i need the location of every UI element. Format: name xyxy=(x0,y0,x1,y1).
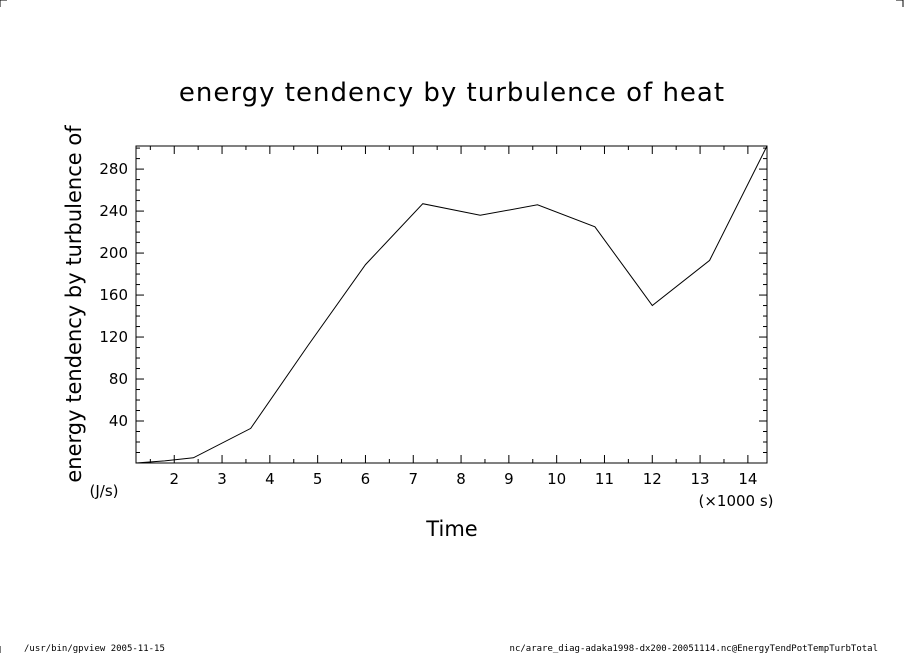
x-tick-label: 2 xyxy=(169,470,179,488)
y-tick-label: 160 xyxy=(99,286,128,304)
y-tick-label: 280 xyxy=(99,160,128,178)
y-tick-label: 40 xyxy=(109,412,128,430)
y-tick-label: 240 xyxy=(99,202,128,220)
y-axis-label: energy tendency by turbulence of xyxy=(62,125,86,483)
y-tick-labels: 40 80 120 160 200 240 280 xyxy=(99,160,128,430)
x-tick-label: 13 xyxy=(691,470,710,488)
x-tick-label: 12 xyxy=(643,470,662,488)
x-tick-label: 5 xyxy=(313,470,323,488)
x-tick-label: 4 xyxy=(265,470,275,488)
chart-title: energy tendency by turbulence of heat xyxy=(179,78,725,108)
x-tick-label: 14 xyxy=(738,470,757,488)
footer-right: nc/arare_diag-adaka1998-dx200-20051114.n… xyxy=(510,644,878,654)
x-tick-label: 6 xyxy=(361,470,371,488)
plot-frame xyxy=(135,145,768,464)
corner-mark-top-left xyxy=(0,0,7,7)
y-tick-label: 200 xyxy=(99,244,128,262)
footer-left: /usr/bin/gpview 2005-11-15 xyxy=(24,644,165,654)
x-axis-unit: (×1000 s) xyxy=(698,492,773,510)
x-tick-label: 3 xyxy=(217,470,227,488)
y-axis-unit: (J/s) xyxy=(90,482,119,500)
x-tick-label: 10 xyxy=(547,470,566,488)
y-tick-label: 80 xyxy=(109,370,128,388)
y-tick-label: 120 xyxy=(99,328,128,346)
x-tick-label: 11 xyxy=(595,470,614,488)
corner-mark-top-right xyxy=(896,0,904,7)
axis-ticks xyxy=(136,146,767,463)
x-tick-label: 8 xyxy=(456,470,466,488)
series-line xyxy=(135,145,768,464)
x-axis-label: Time xyxy=(425,517,477,541)
x-tick-label: 7 xyxy=(408,470,418,488)
x-tick-labels: 2 3 4 5 6 7 8 9 10 11 12 13 14 xyxy=(169,470,757,488)
x-tick-label: 9 xyxy=(504,470,514,488)
